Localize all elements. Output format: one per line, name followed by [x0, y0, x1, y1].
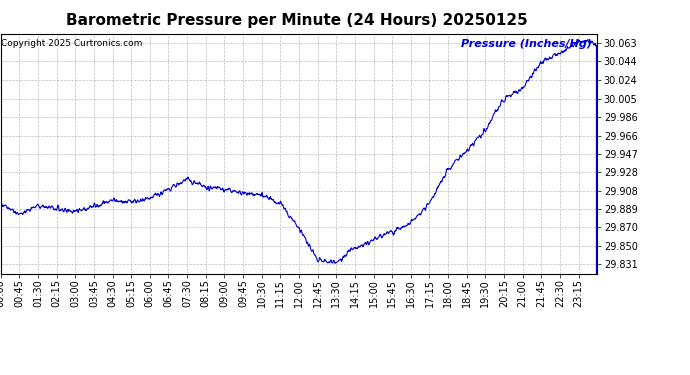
- Text: Pressure (Inches/Hg): Pressure (Inches/Hg): [461, 39, 592, 50]
- Text: Barometric Pressure per Minute (24 Hours) 20250125: Barometric Pressure per Minute (24 Hours…: [66, 13, 528, 28]
- Text: Copyright 2025 Curtronics.com: Copyright 2025 Curtronics.com: [1, 39, 143, 48]
